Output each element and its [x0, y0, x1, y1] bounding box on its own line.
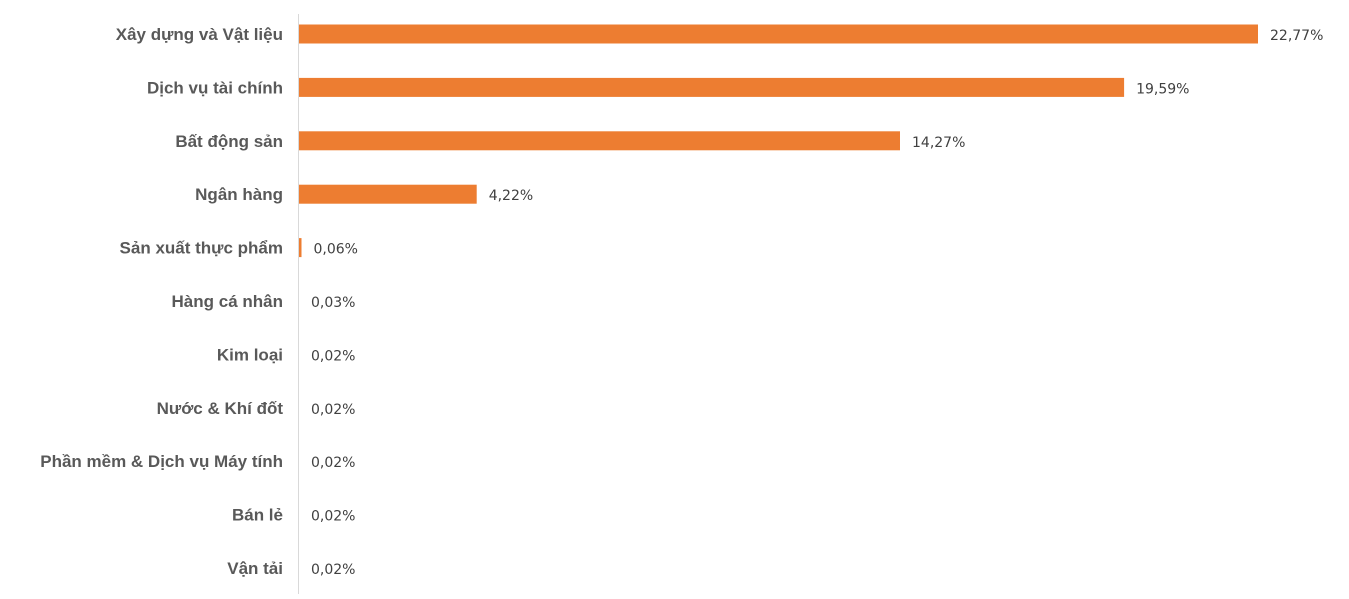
bar — [299, 238, 302, 258]
value-label: 4,22% — [489, 188, 533, 204]
category-label: Sản xuất thực phẩm — [120, 239, 283, 258]
bars-group — [299, 24, 1258, 258]
category-label: Bất động sản — [175, 132, 283, 151]
category-labels-group: Xây dựng và Vật liệu Dịch vụ tài chính Bất… — [40, 25, 283, 578]
category-label: Xây dựng và Vật liệu — [116, 25, 283, 44]
value-label: 0,03% — [311, 295, 355, 311]
category-label: Ngân hàng — [195, 185, 283, 204]
value-label: 0,02% — [311, 455, 355, 471]
bar — [299, 131, 900, 151]
value-labels-group: 22,77% 19,59% 14,27% 4,22% 0,06% 0,03% 0,02% 0,… — [311, 28, 1323, 578]
category-label: Hàng cá nhân — [172, 292, 283, 311]
value-label: 0,02% — [311, 562, 355, 578]
value-label: 0,02% — [311, 348, 355, 364]
category-label: Phần mềm & Dịch vụ Máy tính — [40, 452, 283, 471]
category-label: Kim loại — [217, 345, 283, 364]
value-label: 0,02% — [311, 509, 355, 525]
bar — [299, 77, 1125, 97]
value-label: 0,02% — [311, 402, 355, 418]
value-label: 14,27% — [912, 135, 965, 151]
category-label: Vận tải — [227, 559, 283, 578]
category-label: Nước & Khí đốt — [157, 399, 284, 418]
value-label: 22,77% — [1270, 28, 1323, 44]
bar — [299, 184, 477, 204]
category-label: Dịch vụ tài chính — [147, 78, 283, 97]
bar — [299, 24, 1258, 44]
value-label: 0,06% — [314, 242, 358, 258]
category-label: Bán lẻ — [232, 506, 283, 525]
value-label: 19,59% — [1136, 81, 1189, 97]
